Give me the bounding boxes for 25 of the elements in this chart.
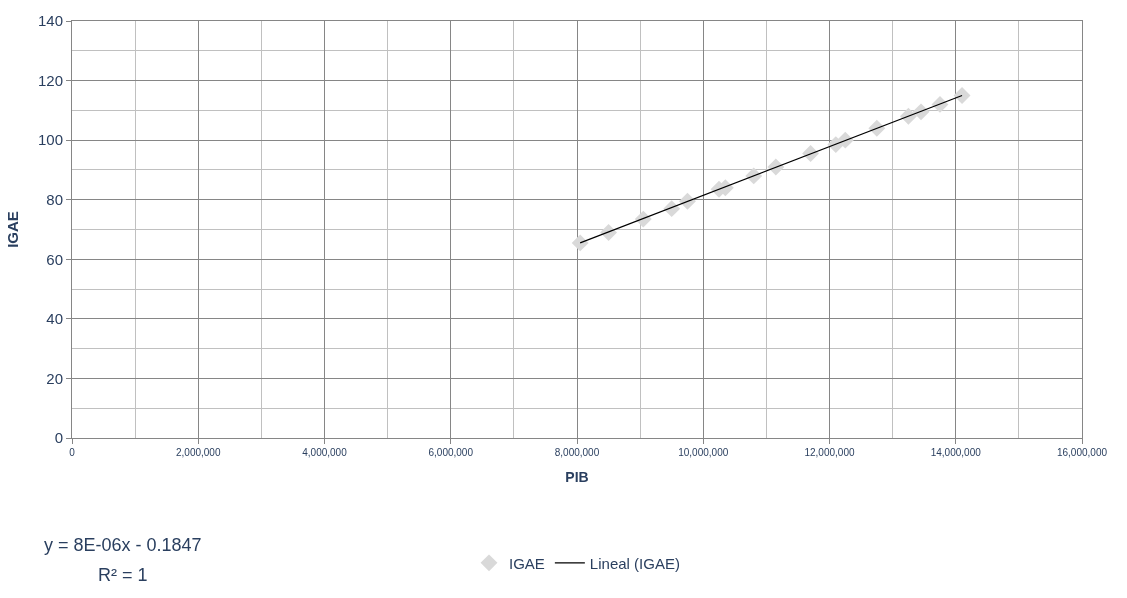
legend-label: Lineal (IGAE) — [589, 554, 680, 572]
point — [953, 87, 971, 104]
y-axis-title: IGAE — [4, 211, 22, 248]
y-tick-label: 20 — [46, 369, 63, 387]
y-tick-label: 100 — [37, 131, 63, 149]
x-tick-label: 4,000,000 — [302, 447, 348, 458]
x-tick-label: 8,000,000 — [554, 447, 600, 458]
y-tick-label: 0 — [54, 429, 63, 447]
x-tick-label: 0 — [69, 447, 76, 458]
y-tick-label: 140 — [37, 12, 63, 30]
x-tick-label: 6,000,000 — [428, 447, 474, 458]
y-tick-label: 80 — [46, 190, 63, 208]
y-tick-label: 60 — [46, 250, 63, 268]
text: R² = 1 — [98, 565, 148, 585]
x-tick-label: 12,000,000 — [804, 447, 855, 458]
text: y = 8E-06x - 0.1847 — [44, 535, 202, 555]
point — [571, 234, 589, 252]
x-tick-label: 14,000,000 — [930, 447, 982, 458]
x-tick-label: 2,000,000 — [176, 447, 221, 458]
x-tick-label: 16,000,000 — [1056, 447, 1108, 458]
y-tick-label: 40 — [46, 310, 63, 328]
x-tick-label: 10,000,000 — [678, 447, 729, 458]
x-axis-title: PIB — [565, 469, 589, 486]
y-tick-label: 120 — [37, 71, 63, 89]
legend-label: IGAE — [509, 554, 545, 572]
